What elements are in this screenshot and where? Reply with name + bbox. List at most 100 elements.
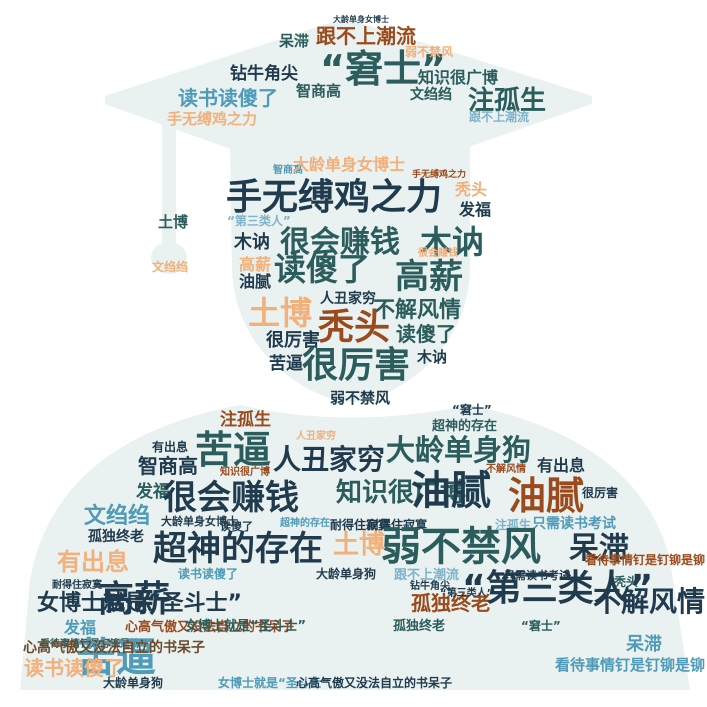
cloud-word: 大龄单身女博士	[161, 515, 238, 528]
cloud-word: 秃头	[318, 307, 391, 348]
cloud-word: 读书读傻了	[178, 567, 239, 581]
cloud-word: 跟不上潮流	[394, 568, 460, 583]
cloud-word: 女博士就是“圣斗士”	[218, 676, 330, 690]
cloud-word: 很会赚钱	[163, 478, 299, 518]
cloud-word: 秃头	[614, 575, 639, 589]
cloud-word: 读傻了	[396, 322, 456, 346]
cloud-word: “第三类人”	[227, 214, 291, 228]
mortarboard-top-shape	[105, 18, 592, 190]
cloud-word: 看待事情钉是钉铆是铆	[40, 639, 140, 650]
head-shape	[230, 140, 470, 402]
cloud-word: 不解风情	[592, 585, 705, 618]
cloud-word: 很会赚钱	[418, 248, 458, 259]
cloud-word: 人丑家穷	[296, 431, 336, 442]
cloud-word: 孤独终老	[88, 529, 144, 545]
tassel-end-shape	[151, 242, 187, 274]
cloud-word: 发福	[459, 200, 492, 219]
cloud-word: 跟不上潮流	[316, 24, 416, 48]
cloud-word: 人丑家穷	[273, 443, 386, 476]
cloud-word: 大龄单身女博士	[333, 15, 389, 24]
cloud-word: 耐得住寂寞	[52, 580, 102, 591]
cloud-word: “窘士”	[452, 403, 492, 417]
shoulders-shape	[20, 405, 690, 690]
cloud-word: 文绉绉	[152, 260, 189, 274]
cloud-word: 不解风情	[373, 298, 462, 323]
cloud-word: 看待事情钉是钉铆是铆	[584, 553, 705, 567]
cloud-word: 注孤生	[468, 86, 547, 116]
cloud-word: 大龄单身狗	[386, 433, 532, 467]
cloud-word: 耐得住寂寞	[330, 518, 391, 532]
cloud-word: 读书读傻了	[24, 656, 124, 680]
cloud-word: “第三类人”	[462, 568, 654, 609]
cloud-word: 孤独终老	[393, 619, 446, 634]
cloud-word: 苦逼	[76, 635, 156, 681]
cloud-word: 心高气傲又没法自立的书呆子	[125, 620, 295, 635]
cloud-word: 手无缚鸡之力	[412, 170, 467, 180]
cloud-word: 女博士就是“圣斗士”	[185, 619, 307, 634]
cloud-word: 超神的存在	[432, 419, 498, 434]
cloud-word: 发福	[64, 618, 97, 637]
cloud-word: 手无缚鸡之力	[167, 110, 258, 128]
cloud-word: 不解风情	[486, 464, 526, 475]
cloud-word: 文绉绉	[84, 504, 151, 529]
cloud-word: 发福	[136, 482, 170, 502]
cloud-word: 很厉害	[302, 345, 411, 386]
cloud-word: 木讷	[417, 348, 448, 366]
cloud-word: 土博	[158, 213, 189, 231]
cloud-word: 苦逼	[195, 428, 272, 472]
cloud-word: “窘士”	[320, 47, 446, 91]
cloud-word: 看待事情钉是钉铆是铆	[554, 656, 705, 674]
cloud-word: 有出息	[152, 440, 189, 454]
cloud-word: “窘士”	[521, 619, 561, 633]
cloud-word: 木讷	[420, 223, 485, 261]
cloud-word: 心高气傲又没法自立的书呆子	[296, 676, 453, 690]
cloud-word: 高薪	[239, 255, 272, 274]
cloud-word: 知识很广博	[418, 68, 499, 87]
cloud-word: 油腻	[411, 468, 491, 514]
cloud-word: 智商高	[296, 82, 342, 100]
cloud-word: 钻牛角尖	[230, 64, 298, 84]
cloud-word: 有出息	[57, 548, 129, 576]
cloud-word: 知识很广博	[336, 478, 467, 508]
cloud-word: 超神的存在	[280, 518, 330, 529]
cloud-word: 苦逼	[269, 354, 303, 374]
cloud-word: 很厉害	[582, 486, 619, 500]
cloud-word: 高薪	[98, 579, 171, 620]
cloud-word: 弱不禁风	[405, 45, 454, 59]
cloud-word: 手无缚鸡之力	[226, 177, 443, 218]
cloud-word: 很会赚钱	[280, 225, 400, 260]
cloud-word: 呆滞	[569, 531, 629, 566]
cloud-word: 很厉害	[266, 330, 320, 351]
cloud-word: 油腻	[239, 272, 272, 291]
cloud-word: 智商高	[273, 165, 303, 176]
cloud-word: 耐得住寂寞	[367, 518, 428, 532]
cloud-word: 只需读书考试	[532, 516, 616, 532]
cloud-word: 读傻了	[274, 250, 371, 288]
cloud-word: 人丑家穷	[320, 291, 376, 307]
cloud-word: 呆滞	[279, 32, 310, 50]
cloud-word: 呆滞	[626, 634, 662, 655]
cloud-word: 文绉绉	[410, 87, 452, 103]
cloud-word: 只需读书考试	[504, 569, 570, 582]
cloud-word: 超神的存在	[153, 529, 323, 569]
cloud-word: 读书读傻了	[178, 86, 278, 110]
cloud-word: 心高气傲又没法自立的书呆子	[23, 640, 205, 656]
cloud-word: 油腻	[508, 474, 585, 518]
cloud-word: 大龄单身狗	[316, 567, 377, 581]
cloud-word: 大龄单身狗	[103, 676, 164, 690]
cloud-word: 钻牛角尖	[410, 581, 450, 592]
cloud-word: 注孤生	[495, 518, 532, 532]
cloud-word: 女博士就是“圣斗士”	[37, 591, 242, 616]
cloud-word: 高薪	[395, 257, 463, 297]
cloud-word: 弱不禁风	[330, 389, 391, 407]
cloud-word: 孤独终老	[411, 591, 491, 615]
cloud-word: 跟不上潮流	[469, 110, 530, 124]
cloud-word: 有出息	[537, 456, 586, 475]
cloud-word: 智商高	[138, 454, 198, 478]
cloud-word: 注孤生	[220, 410, 271, 430]
cloud-word: 大龄单身女博士	[293, 155, 406, 174]
cloud-word: “第三类人”	[440, 588, 494, 599]
